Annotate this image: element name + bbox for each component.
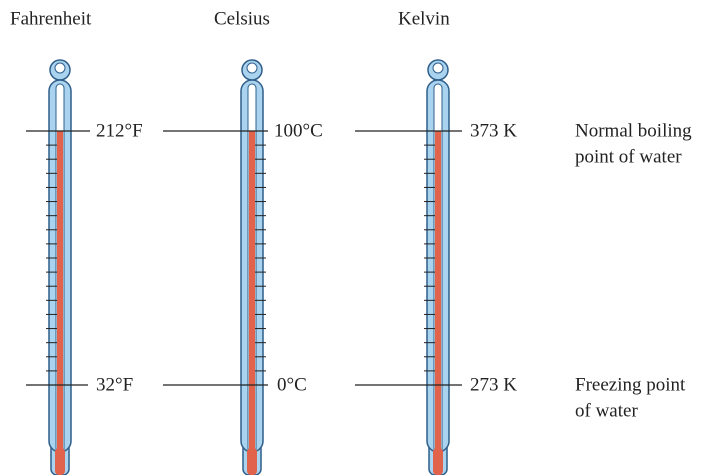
- mercury-bulb: [247, 448, 257, 475]
- freezing-note: Freezing point: [575, 374, 686, 395]
- freezing-label: 273 K: [470, 374, 517, 395]
- mercury-bulb: [55, 448, 65, 475]
- boiling-label: 373 K: [470, 120, 517, 141]
- mercury: [57, 131, 63, 456]
- thermometer: [46, 59, 72, 475]
- ring-hole: [432, 62, 444, 74]
- mercury: [435, 131, 441, 456]
- thermometer: [240, 59, 266, 475]
- mercury-bulb: [433, 448, 443, 475]
- freezing-label: 0°C: [277, 374, 307, 395]
- ring-hole: [246, 62, 258, 74]
- freezing-label: 32°F: [96, 374, 133, 395]
- freezing-note: of water: [575, 400, 638, 421]
- scale-name: Celsius: [214, 8, 270, 29]
- thermometer: [424, 59, 450, 475]
- boiling-label: 100°C: [274, 120, 323, 141]
- scale-name: Fahrenheit: [10, 8, 92, 29]
- reference-lines: [26, 130, 462, 386]
- ring-hole: [54, 62, 66, 74]
- boiling-note: Normal boiling: [575, 120, 692, 141]
- thermometers: [46, 59, 450, 475]
- scale-name: Kelvin: [398, 8, 450, 29]
- mercury: [249, 131, 255, 456]
- boiling-note: point of water: [575, 146, 682, 167]
- boiling-label: 212°F: [96, 120, 143, 141]
